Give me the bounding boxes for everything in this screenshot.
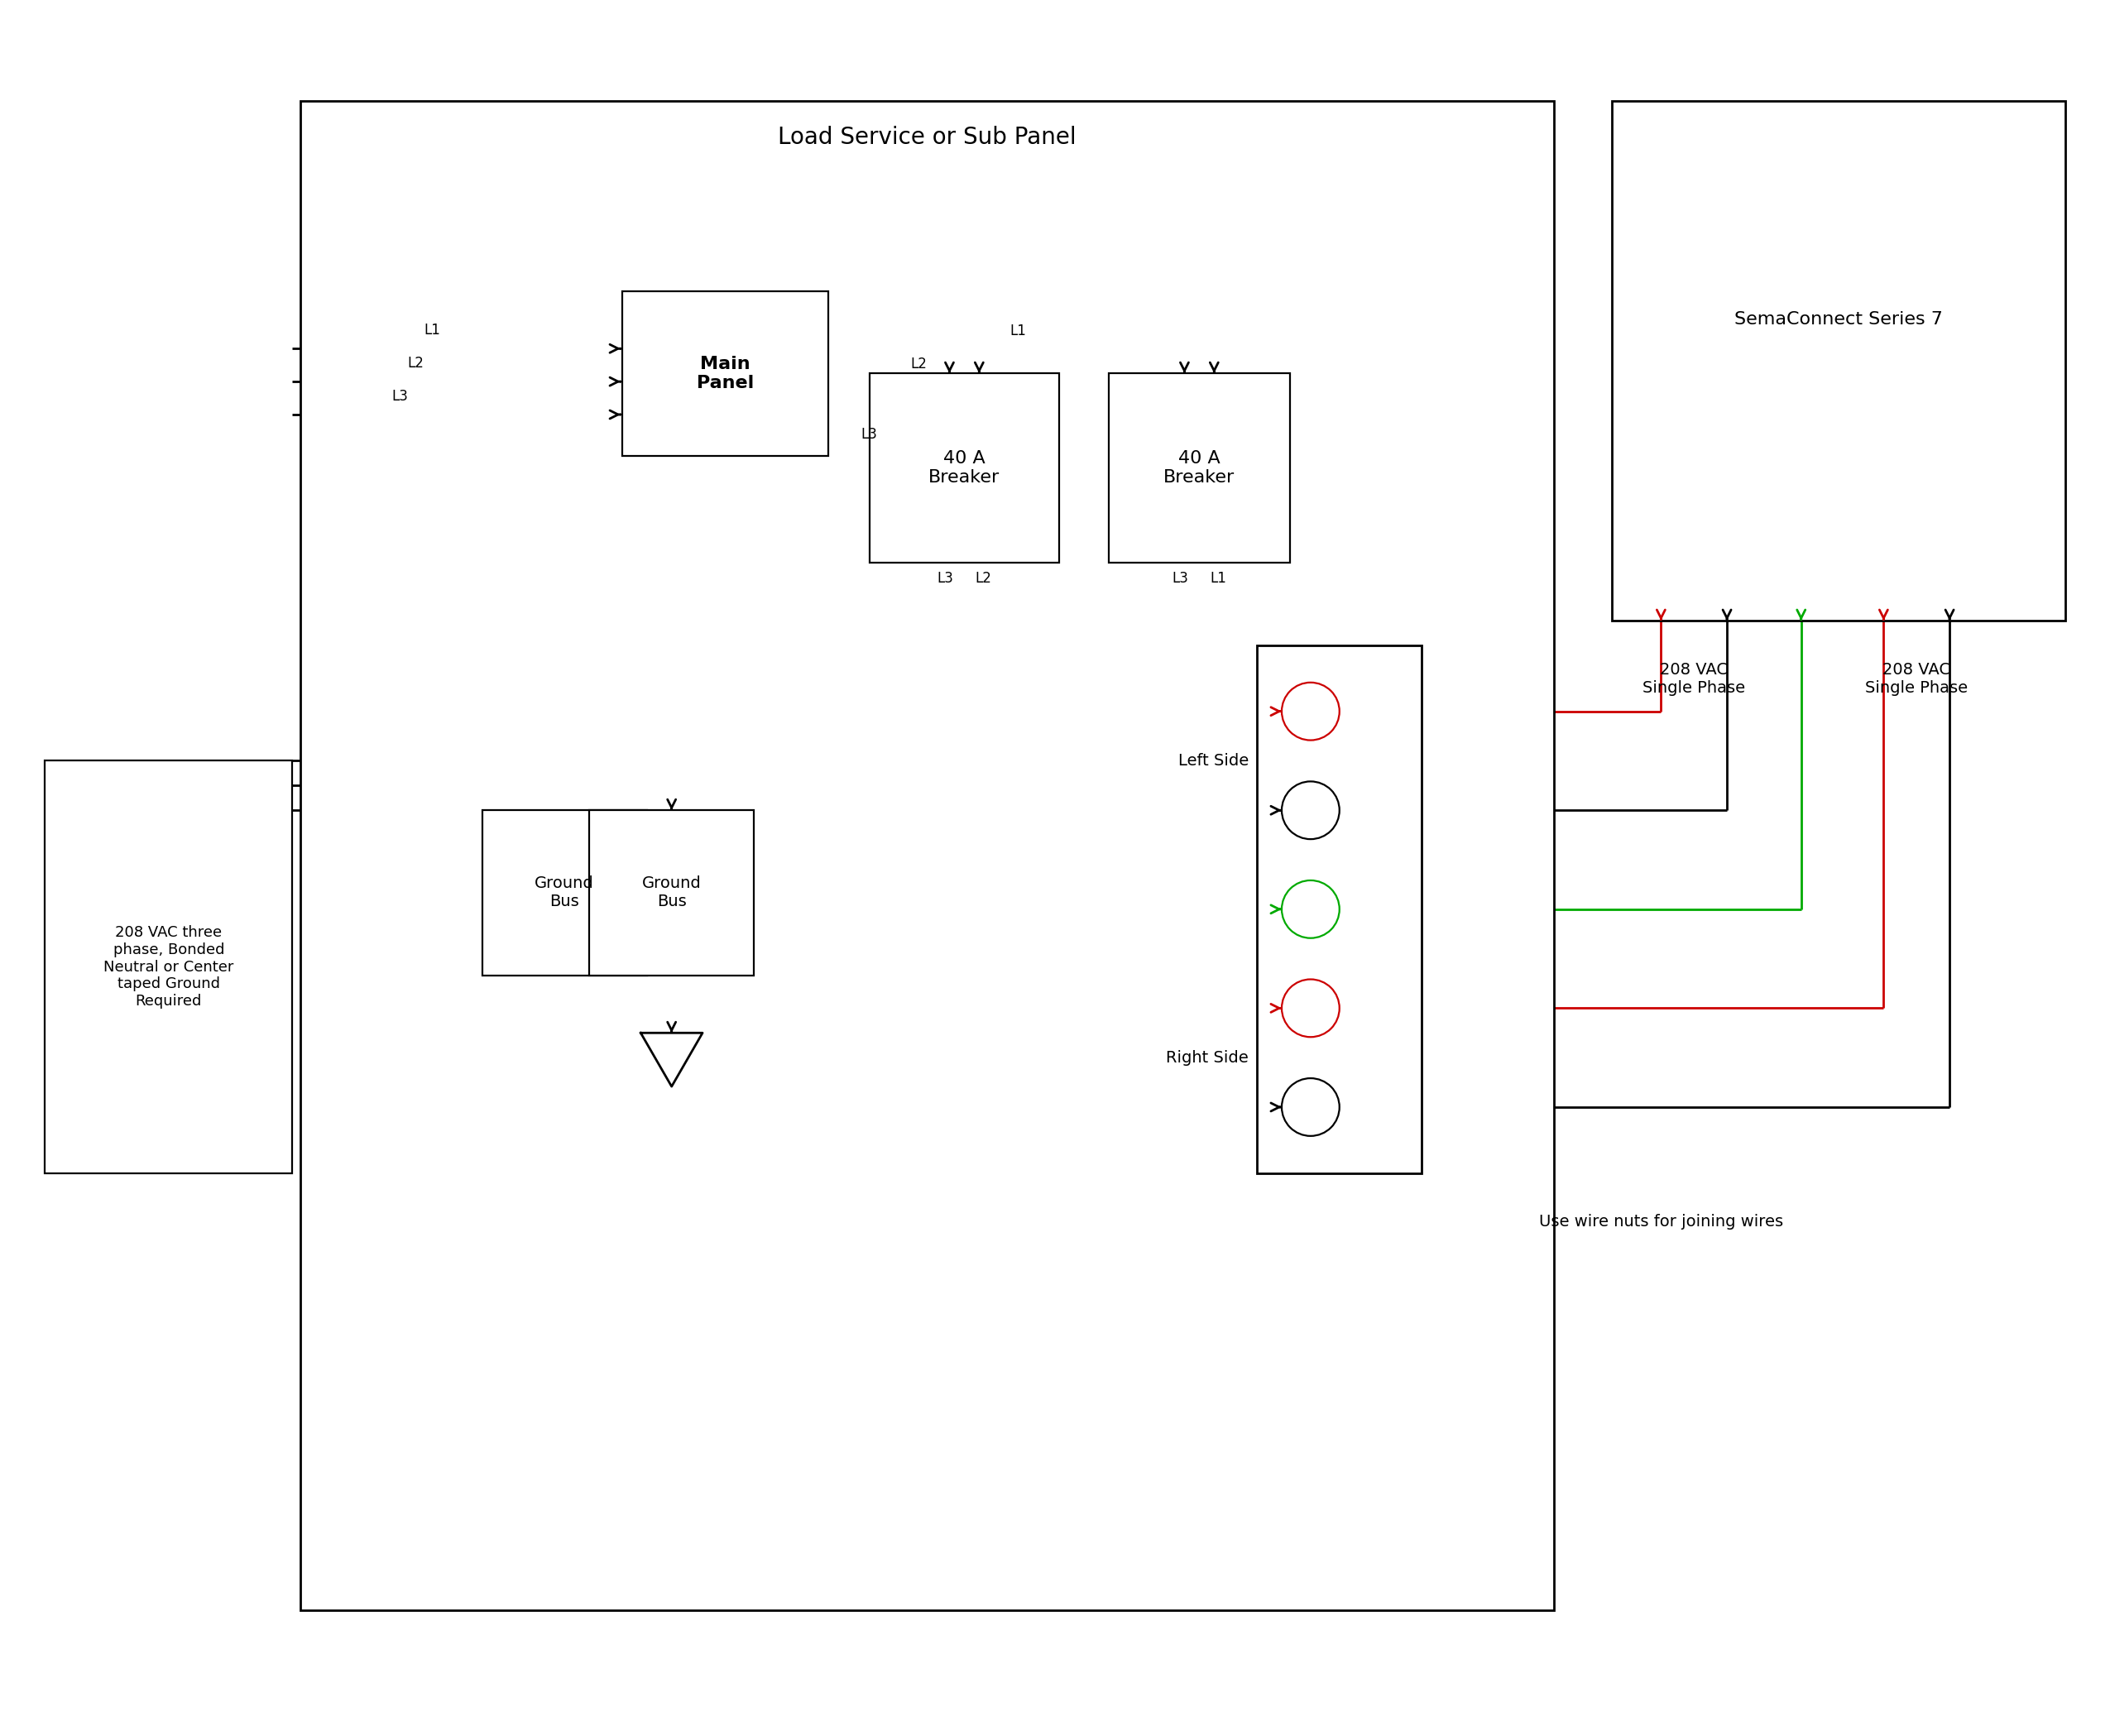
Text: Load Service or Sub Panel: Load Service or Sub Panel	[779, 127, 1076, 149]
Bar	[589, 811, 753, 976]
Text: L3: L3	[390, 389, 407, 404]
Bar	[622, 292, 829, 457]
Circle shape	[1281, 1078, 1340, 1135]
Text: L1: L1	[1011, 325, 1025, 339]
Text: L2: L2	[912, 358, 926, 372]
Text: L3: L3	[861, 427, 878, 441]
Circle shape	[1281, 682, 1340, 740]
Text: 208 VAC
Single Phase: 208 VAC Single Phase	[1642, 661, 1745, 696]
Text: Ground
Bus: Ground Bus	[641, 875, 701, 910]
Bar	[869, 373, 1059, 562]
Circle shape	[1281, 880, 1340, 937]
Text: L2: L2	[975, 571, 992, 587]
Text: L3: L3	[1171, 571, 1188, 587]
Bar	[1108, 373, 1289, 562]
Text: Use wire nuts for joining wires: Use wire nuts for joining wires	[1538, 1213, 1783, 1231]
Bar	[1612, 101, 2066, 621]
Text: Right Side: Right Side	[1167, 1050, 1249, 1066]
Bar	[44, 760, 293, 1174]
Circle shape	[1281, 781, 1340, 838]
Text: 208 VAC
Single Phase: 208 VAC Single Phase	[1865, 661, 1969, 696]
Text: 40 A
Breaker: 40 A Breaker	[1163, 450, 1234, 486]
Text: Main
Panel: Main Panel	[696, 356, 753, 391]
Bar	[300, 101, 1553, 1609]
Bar	[481, 811, 648, 976]
Text: 208 VAC three
phase, Bonded
Neutral or Center
taped Ground
Required: 208 VAC three phase, Bonded Neutral or C…	[103, 925, 234, 1009]
Text: L1: L1	[424, 323, 441, 339]
Circle shape	[1281, 979, 1340, 1036]
Bar	[1258, 646, 1422, 1174]
Text: SemaConnect Series 7: SemaConnect Series 7	[1734, 311, 1943, 328]
Text: L3: L3	[937, 571, 954, 587]
Text: Left Side: Left Side	[1177, 753, 1249, 769]
Text: Ground
Bus: Ground Bus	[534, 875, 595, 910]
Text: L2: L2	[407, 356, 424, 372]
Text: 40 A
Breaker: 40 A Breaker	[928, 450, 1000, 486]
Text: L1: L1	[1209, 571, 1226, 587]
